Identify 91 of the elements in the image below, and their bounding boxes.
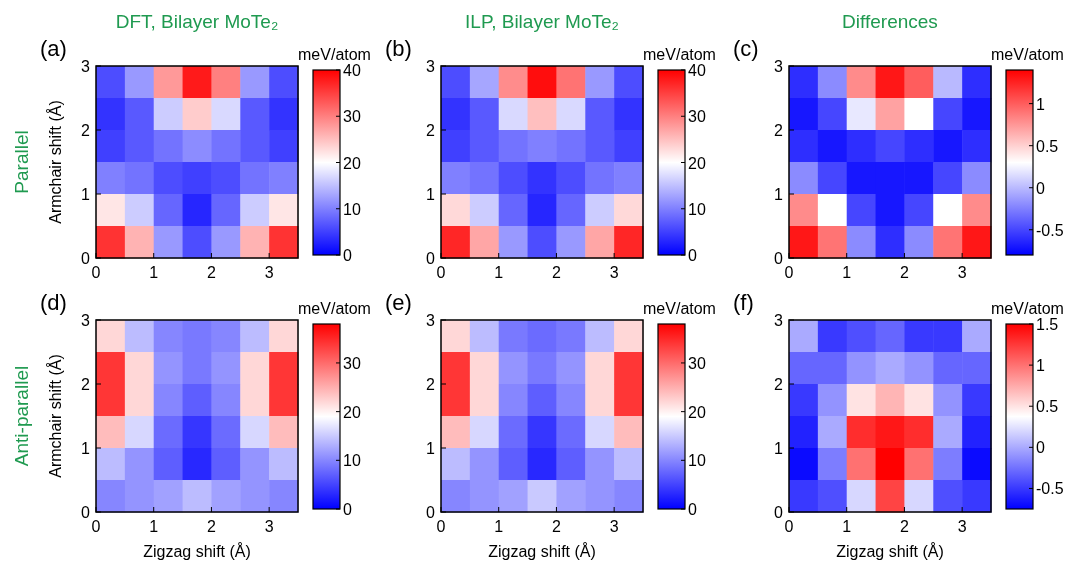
color-bar-label: 30 bbox=[688, 108, 706, 126]
color-bar-label: 1 bbox=[1036, 95, 1045, 113]
y-tick-label: 0 bbox=[81, 250, 91, 267]
y-tick-label: 2 bbox=[81, 122, 91, 139]
color-bar-label: 0 bbox=[1036, 439, 1045, 457]
x-tick-label: 1 bbox=[149, 518, 159, 535]
color-bar-label: 40 bbox=[688, 62, 706, 79]
color-bar-label: 0.5 bbox=[1036, 398, 1059, 416]
y-tick-label: 3 bbox=[426, 58, 436, 75]
y-tick-label: 1 bbox=[774, 186, 784, 203]
color-bar-label: 0 bbox=[1036, 179, 1045, 197]
text: (d) bbox=[40, 290, 67, 315]
x-tick-label: 3 bbox=[957, 518, 967, 535]
text: Anti-parallel bbox=[11, 365, 32, 467]
color-bar-label: 20 bbox=[688, 154, 706, 172]
x-tick-label: 3 bbox=[609, 518, 619, 535]
color-bar-title: meV/atom bbox=[643, 46, 716, 63]
color-bar-label: 10 bbox=[343, 200, 361, 218]
y-tick-label: 2 bbox=[426, 122, 436, 139]
color-bar-label: 30 bbox=[688, 354, 706, 372]
x-tick-label: 2 bbox=[206, 264, 216, 281]
y-tick-label: 2 bbox=[426, 376, 436, 393]
color-bar-label: 10 bbox=[343, 452, 361, 470]
y-tick-label: 1 bbox=[426, 440, 436, 457]
y-tick-label: 3 bbox=[774, 312, 784, 329]
y-tick-label: 1 bbox=[81, 186, 91, 203]
x-axis-title: Zigzag shift (Å) bbox=[143, 542, 251, 560]
text: (b) bbox=[385, 36, 412, 61]
y-tick-label: 2 bbox=[774, 122, 784, 139]
color-bar-label: 20 bbox=[343, 403, 361, 421]
text: Parallel bbox=[11, 130, 32, 194]
color-bar-label: 30 bbox=[343, 354, 361, 372]
x-axis-title: Zigzag shift (Å) bbox=[488, 542, 596, 560]
x-tick-label: 2 bbox=[899, 264, 909, 281]
x-tick-label: 2 bbox=[551, 264, 561, 281]
text: (c) bbox=[733, 36, 759, 61]
x-tick-label: 3 bbox=[264, 264, 274, 281]
color-bar-label: 20 bbox=[343, 154, 361, 172]
color-bar-title: meV/atom bbox=[298, 46, 371, 63]
y-tick-label: 0 bbox=[426, 250, 436, 267]
color-bar-label: 10 bbox=[688, 200, 706, 218]
chart-title: Differences bbox=[842, 11, 938, 32]
x-tick-label: 2 bbox=[206, 518, 216, 535]
y-axis-title: Armchair shift (Å) bbox=[46, 100, 64, 224]
color-bar-label: 0 bbox=[343, 247, 352, 264]
y-tick-label: 3 bbox=[81, 312, 91, 329]
color-bar-label: 0.5 bbox=[1036, 137, 1059, 155]
color-bar-title: meV/atom bbox=[298, 300, 371, 317]
x-tick-label: 2 bbox=[551, 518, 561, 535]
color-bar-label: 40 bbox=[343, 62, 361, 79]
x-tick-label: 1 bbox=[842, 518, 852, 535]
color-bar-label: 0 bbox=[688, 501, 697, 518]
color-bar-label: 20 bbox=[688, 403, 706, 421]
x-tick-label: 3 bbox=[264, 518, 274, 535]
x-tick-label: 2 bbox=[899, 518, 909, 535]
color-bar-label: -0.5 bbox=[1036, 221, 1064, 239]
y-tick-label: 1 bbox=[426, 186, 436, 203]
color-bar-label: 1 bbox=[1036, 357, 1045, 375]
text: (a) bbox=[40, 36, 67, 61]
color-bar-title: meV/atom bbox=[643, 300, 716, 317]
color-bar-title: meV/atom bbox=[991, 46, 1064, 63]
x-tick-label: 3 bbox=[957, 264, 967, 281]
color-bar-label: 10 bbox=[688, 452, 706, 470]
y-tick-label: 2 bbox=[81, 376, 91, 393]
y-tick-label: 1 bbox=[81, 440, 91, 457]
y-tick-label: 0 bbox=[81, 504, 91, 521]
color-bar-title: meV/atom bbox=[991, 300, 1064, 317]
color-bar-label: 30 bbox=[343, 108, 361, 126]
y-tick-label: 3 bbox=[426, 312, 436, 329]
color-bar-label: 0 bbox=[688, 247, 697, 264]
x-tick-label: 1 bbox=[842, 264, 852, 281]
x-axis-title: Zigzag shift (Å) bbox=[836, 542, 944, 560]
text: (f) bbox=[733, 290, 754, 315]
y-tick-label: 3 bbox=[81, 58, 91, 75]
y-tick-label: 1 bbox=[774, 440, 784, 457]
x-tick-label: 3 bbox=[609, 264, 619, 281]
color-bar-label: 1.5 bbox=[1036, 316, 1059, 333]
x-tick-label: 1 bbox=[149, 264, 159, 281]
y-tick-label: 0 bbox=[774, 250, 784, 267]
y-axis-title: Armchair shift (Å) bbox=[46, 354, 64, 478]
y-tick-label: 3 bbox=[774, 58, 784, 75]
x-tick-label: 1 bbox=[494, 518, 504, 535]
y-tick-label: 2 bbox=[774, 376, 784, 393]
text: (e) bbox=[385, 290, 412, 315]
color-bar-label: 0 bbox=[343, 501, 352, 518]
color-bar-label: -0.5 bbox=[1036, 480, 1064, 498]
chart-title: ILP, Bilayer MoTe₂ bbox=[465, 11, 619, 32]
x-tick-label: 1 bbox=[494, 264, 504, 281]
y-tick-label: 0 bbox=[774, 504, 784, 521]
y-tick-label: 0 bbox=[426, 504, 436, 521]
chart-title: DFT, Bilayer MoTe₂ bbox=[115, 11, 279, 32]
